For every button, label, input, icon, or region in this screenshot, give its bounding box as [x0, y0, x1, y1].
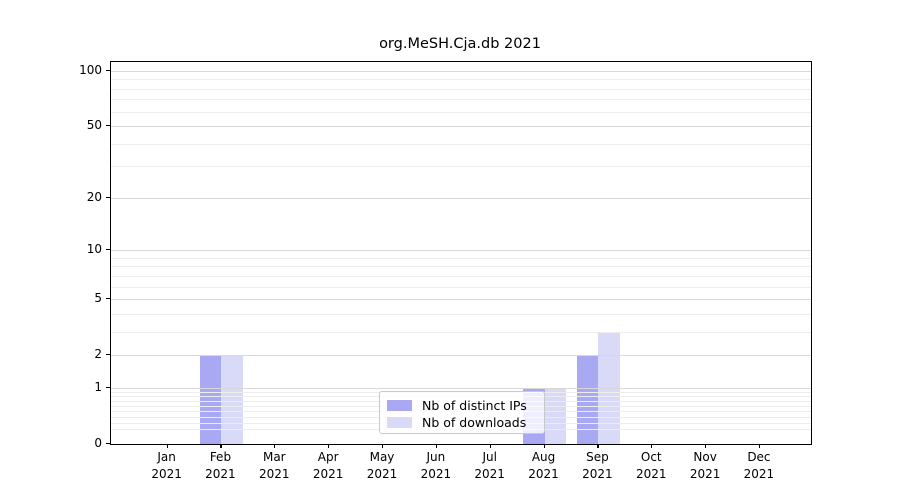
y-tick-label: 100: [79, 63, 102, 77]
bar-distinct-ips-feb: [199, 355, 222, 444]
y-tick-label: 20: [86, 189, 102, 204]
x-tick-label: May 2021: [366, 450, 398, 481]
chart-title: org.MeSH.Cja.db 2021: [379, 36, 541, 52]
gridline-minor: [111, 79, 811, 81]
gridline-major: [111, 71, 811, 72]
y-tick-mark: [106, 386, 110, 389]
gridline-major: [111, 197, 811, 199]
y-tick-label: 10: [86, 242, 102, 257]
x-tick-mark: [220, 444, 222, 448]
x-tick-label: Dec 2021: [743, 450, 775, 481]
bar-distinct-ips-sep: [576, 355, 599, 444]
y-tick-mark: [106, 298, 110, 300]
gridline-minor: [111, 275, 811, 277]
gridline-minor: [111, 143, 811, 145]
gridline-minor: [111, 266, 811, 268]
x-tick-label: Feb 2021: [205, 450, 236, 481]
x-tick-label: Nov 2021: [689, 450, 721, 481]
y-tick-label: 2: [94, 347, 102, 362]
y-tick-mark: [106, 125, 110, 127]
gridline-major: [111, 387, 811, 389]
y-tick-mark: [106, 354, 110, 356]
x-tick-label: Jun 2021: [420, 450, 452, 481]
y-tick-mark: [106, 196, 110, 199]
x-tick-mark: [705, 444, 707, 448]
gridline-major: [111, 299, 811, 301]
y-tick-mark: [106, 249, 110, 251]
x-tick-label: Aug 2021: [528, 450, 559, 481]
legend-item-distinct-ips: Nb of distinct IPs: [387, 397, 537, 414]
x-tick-mark: [651, 444, 653, 448]
x-tick-label: Sep 2021: [582, 450, 613, 481]
x-tick-label: Apr 2021: [312, 450, 344, 481]
x-tick-mark: [597, 444, 599, 448]
legend-swatch-distinct-ips: [387, 400, 412, 411]
gridline-major: [111, 126, 811, 128]
gridline-minor: [111, 257, 811, 259]
gridline-minor: [111, 99, 811, 101]
x-tick-mark: [166, 444, 168, 448]
x-tick-label: Oct 2021: [635, 450, 667, 481]
y-tick-mark: [106, 443, 110, 445]
gridline-major: [111, 355, 811, 357]
legend-swatch-downloads: [387, 417, 412, 428]
gridline-minor: [111, 166, 811, 168]
y-tick-mark: [106, 70, 110, 72]
y-tick-label: 5: [94, 291, 102, 306]
plot-area: Nb of distinct IPs Nb of downloads: [110, 61, 812, 445]
y-tick-label: 50: [86, 118, 102, 133]
gridline-minor: [111, 88, 811, 90]
gridline-minor: [111, 286, 811, 288]
x-tick-label: Jul 2021: [474, 450, 505, 481]
gridline-minor: [111, 111, 811, 113]
gridline-minor: [111, 331, 811, 333]
y-tick-label: 1: [94, 379, 102, 394]
legend-box: Nb of distinct IPs Nb of downloads: [379, 391, 545, 434]
legend-label-distinct-ips: Nb of distinct IPs: [422, 398, 527, 413]
bar-downloads-feb: [221, 355, 243, 444]
gridline-minor: [111, 313, 811, 315]
x-tick-mark: [543, 444, 545, 448]
x-tick-mark: [435, 444, 438, 448]
x-tick-mark: [274, 444, 276, 448]
x-tick-mark: [382, 444, 384, 448]
legend-item-downloads: Nb of downloads: [387, 414, 537, 431]
x-tick-label: Jan 2021: [151, 450, 182, 481]
gridline-major: [111, 250, 811, 252]
legend-label-downloads: Nb of downloads: [422, 415, 527, 430]
x-tick-mark: [758, 444, 761, 448]
y-tick-label: 0: [94, 436, 102, 450]
x-tick-mark: [328, 444, 330, 448]
x-tick-mark: [489, 444, 491, 448]
x-tick-label: Mar 2021: [259, 450, 290, 481]
